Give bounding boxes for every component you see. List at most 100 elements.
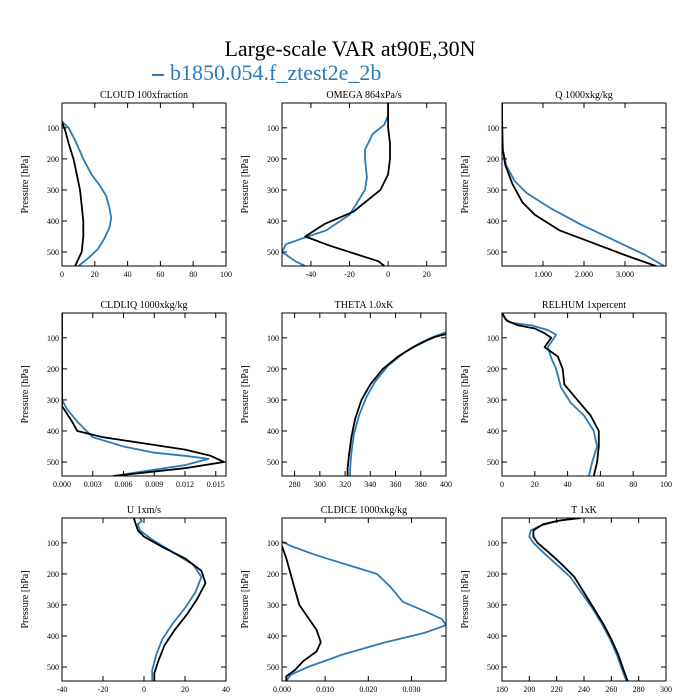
x-tick-label: 260 — [605, 685, 617, 694]
panel-title: THETA 1.0xK — [335, 300, 394, 311]
y-tick-label: 200 — [47, 155, 59, 164]
y-tick-label: 400 — [47, 217, 59, 226]
x-tick-label: 0.006 — [115, 480, 133, 489]
x-tick-label: 2.000 — [575, 270, 593, 279]
x-tick-label: -40 — [306, 270, 317, 279]
y-tick-label: 200 — [487, 155, 499, 164]
y-tick-label: 100 — [487, 539, 499, 548]
y-tick-label: 200 — [47, 570, 59, 579]
y-axis-label: Pressure [hPa] — [240, 155, 251, 213]
plot-frame — [61, 517, 227, 682]
y-tick-label: 100 — [267, 124, 279, 133]
y-tick-label: 400 — [267, 632, 279, 641]
y-tick-label: 100 — [47, 539, 59, 548]
panel-title: RELHUM 1xpercent — [542, 300, 626, 311]
panel-title: CLDLIQ 1000xkg/kg — [101, 300, 188, 311]
x-tick-label: 0 — [386, 270, 390, 279]
y-axis-label: Pressure [hPa] — [20, 365, 31, 423]
x-tick-label: 100 — [660, 480, 672, 489]
legend-line-swatch — [152, 73, 164, 76]
series-line-1 — [62, 120, 113, 266]
chart-panel-9: T 1xK Pressure [hPa] 100 200 300 400 500 180 200… — [460, 505, 672, 694]
x-tick-label: 20 — [531, 480, 539, 489]
series-line-2 — [282, 545, 322, 681]
y-tick-label: 500 — [47, 248, 59, 257]
panel-title: T 1xK — [571, 505, 597, 516]
y-tick-label: 100 — [267, 539, 279, 548]
chart-panel-3: Q 1000xkg/kg Pressure [hPa] 100 200 300 400 50… — [460, 90, 667, 279]
y-tick-label: 200 — [47, 365, 59, 374]
y-tick-label: 400 — [47, 632, 59, 641]
x-tick-label: 0.009 — [145, 480, 163, 489]
y-tick-label: 400 — [487, 427, 499, 436]
x-tick-label: 20 — [181, 685, 189, 694]
x-tick-label: -20 — [98, 685, 109, 694]
series-line-1 — [282, 540, 446, 681]
series-line-1 — [62, 313, 210, 476]
series-line-2 — [502, 313, 600, 476]
x-tick-label: 0 — [500, 480, 504, 489]
x-tick-label: -20 — [344, 270, 355, 279]
series-line-1 — [282, 103, 389, 266]
series-line-2 — [304, 103, 391, 266]
x-tick-label: -40 — [57, 685, 68, 694]
x-tick-label: 80 — [629, 480, 637, 489]
x-tick-label: 340 — [364, 480, 376, 489]
y-tick-label: 500 — [267, 458, 279, 467]
x-tick-label: 60 — [596, 480, 604, 489]
x-tick-label: 0 — [142, 685, 146, 694]
y-tick-label: 400 — [47, 427, 59, 436]
plot-frame — [501, 517, 667, 682]
series-line-1 — [349, 331, 446, 476]
x-tick-label: 280 — [289, 480, 301, 489]
x-tick-label: 0.020 — [359, 685, 377, 694]
y-axis-label: Pressure [hPa] — [460, 570, 471, 628]
x-tick-label: 60 — [156, 270, 164, 279]
y-tick-label: 500 — [267, 248, 279, 257]
y-tick-label: 100 — [487, 124, 499, 133]
plot-frame — [281, 312, 447, 477]
y-axis-label: Pressure [hPa] — [240, 365, 251, 423]
panel-title: Q 1000xkg/kg — [555, 90, 613, 101]
y-tick-label: 400 — [487, 632, 499, 641]
y-tick-label: 200 — [267, 155, 279, 164]
x-tick-label: 300 — [314, 480, 326, 489]
panel-title: OMEGA 864xPa/s — [326, 90, 401, 101]
x-tick-label: 240 — [578, 685, 590, 694]
x-tick-label: 1.000 — [534, 270, 552, 279]
x-tick-label: 300 — [660, 685, 672, 694]
x-tick-label: 220 — [551, 685, 563, 694]
y-tick-label: 300 — [267, 601, 279, 610]
series-line-1 — [502, 313, 598, 476]
chart-panel-4: CLDLIQ 1000xkg/kg Pressure [hPa] 100 200 300… — [20, 300, 227, 489]
y-tick-label: 300 — [47, 186, 59, 195]
x-tick-label: 0.000 — [273, 685, 291, 694]
x-tick-label: 0.003 — [84, 480, 102, 489]
plot-frame — [61, 312, 227, 477]
x-tick-label: 360 — [390, 480, 402, 489]
y-axis-label: Pressure [hPa] — [20, 155, 31, 213]
x-tick-label: 0.000 — [53, 480, 71, 489]
y-tick-label: 300 — [487, 601, 499, 610]
y-tick-label: 300 — [487, 396, 499, 405]
y-axis-label: Pressure [hPa] — [240, 570, 251, 628]
y-tick-label: 500 — [267, 663, 279, 672]
x-tick-label: 0.030 — [402, 685, 420, 694]
y-tick-label: 100 — [47, 334, 59, 343]
y-tick-label: 300 — [267, 396, 279, 405]
x-tick-label: 80 — [189, 270, 197, 279]
x-tick-label: 200 — [523, 685, 535, 694]
series-line-2 — [62, 313, 225, 476]
legend: b1850.054.f_ztest2e_2b — [152, 60, 381, 86]
y-tick-label: 500 — [47, 458, 59, 467]
y-tick-label: 500 — [47, 663, 59, 672]
series-line-2 — [132, 518, 207, 681]
legend-label: b1850.054.f_ztest2e_2b — [170, 60, 382, 85]
x-tick-label: 0.015 — [207, 480, 225, 489]
y-tick-label: 500 — [487, 663, 499, 672]
x-tick-label: 180 — [496, 685, 508, 694]
